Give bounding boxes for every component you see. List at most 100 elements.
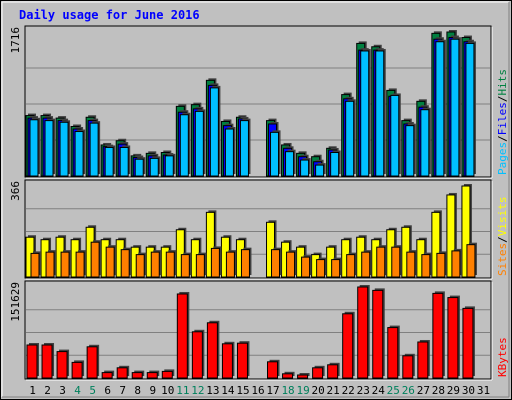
bar-sites-day-17 — [271, 249, 281, 278]
x-tick-label-day-16: 16 — [251, 384, 264, 397]
bar-sites-day-24 — [376, 246, 386, 278]
bar-pages-day-13 — [209, 87, 219, 177]
legend-files: Files — [496, 102, 509, 135]
bar-sites-day-4 — [75, 251, 85, 278]
x-tick-label-day-21: 21 — [327, 384, 340, 397]
chart-title: Daily usage for June 2016 — [19, 8, 200, 22]
x-tick-label-day-7: 7 — [119, 384, 126, 397]
x-tick-label-day-14: 14 — [221, 384, 235, 397]
bar-sites-day-5 — [90, 241, 100, 278]
panel-legend: Sites/Visits — [496, 197, 509, 277]
bar-sites-day-26 — [406, 251, 416, 278]
x-tick-label-day-3: 3 — [59, 384, 66, 397]
bar-visits-day-28 — [431, 211, 441, 278]
legend-hits: Hits — [496, 69, 509, 96]
bar-kbytes-day-25 — [387, 327, 399, 379]
bar-visits-day-30 — [461, 185, 471, 278]
bar-kbytes-day-9 — [146, 372, 158, 379]
x-tick-label-day-1: 1 — [29, 384, 36, 397]
x-tick-label-day-13: 13 — [206, 384, 219, 397]
bar-sites-day-12 — [195, 254, 205, 278]
bar-kbytes-day-19 — [297, 374, 309, 379]
x-tick-label-day-15: 15 — [236, 384, 249, 397]
bar-sites-day-19 — [301, 256, 311, 278]
x-tick-label-day-4: 4 — [74, 384, 81, 397]
bar-sites-day-21 — [331, 259, 341, 278]
bar-sites-day-9 — [150, 251, 160, 278]
legend-sites: Sites — [496, 243, 509, 276]
bar-pages-day-24 — [375, 50, 385, 177]
bar-sites-day-10 — [165, 251, 175, 278]
x-tick-label-day-26: 26 — [402, 384, 415, 397]
bar-kbytes-day-6 — [101, 372, 113, 379]
bar-kbytes-day-4 — [71, 361, 83, 379]
bar-sites-day-30 — [466, 244, 476, 278]
bar-pages-day-8 — [134, 158, 144, 177]
x-tick-label-day-20: 20 — [312, 384, 325, 397]
bar-pages-day-19 — [300, 159, 310, 177]
bar-sites-day-7 — [120, 249, 130, 278]
bar-pages-day-28 — [435, 41, 445, 177]
bar-pages-day-14 — [224, 128, 234, 177]
panel-max-label: 151629 — [9, 282, 22, 322]
bar-sites-day-18 — [286, 251, 296, 278]
legend-separator: / — [496, 135, 509, 142]
x-tick-label-day-17: 17 — [266, 384, 279, 397]
bar-sites-day-2 — [45, 251, 55, 278]
x-axis-labels: 1 2 3 4 5 6 7 8 9 10 11 12 13 14 15 16 17 18 19 20 21 22 23 24 2… — [29, 384, 490, 397]
legend-visits: Visits — [496, 197, 509, 237]
bar-kbytes-day-30 — [462, 307, 474, 379]
bar-sites-day-11 — [180, 254, 190, 278]
x-tick-label-day-31: 31 — [477, 384, 490, 397]
x-tick-label-day-22: 22 — [342, 384, 355, 397]
bar-kbytes-day-23 — [357, 286, 369, 379]
bar-kbytes-day-5 — [86, 346, 98, 379]
bar-pages-day-30 — [465, 42, 475, 177]
x-tick-label-day-5: 5 — [89, 384, 96, 397]
bar-sites-day-15 — [240, 249, 250, 278]
bar-sites-day-1 — [30, 252, 40, 278]
x-tick-label-day-25: 25 — [387, 384, 400, 397]
panel-max-label: 366 — [9, 181, 22, 201]
bar-pages-day-2 — [44, 120, 54, 177]
bar-pages-day-26 — [405, 125, 415, 177]
legend-separator: / — [496, 236, 509, 243]
bar-pages-day-7 — [119, 146, 129, 177]
bar-kbytes-day-26 — [402, 355, 414, 379]
bar-pages-day-5 — [89, 122, 99, 177]
x-tick-label-day-11: 11 — [176, 384, 189, 397]
bar-kbytes-day-14 — [221, 343, 233, 379]
bar-kbytes-day-2 — [41, 344, 53, 379]
bar-kbytes-day-12 — [191, 331, 203, 379]
bar-kbytes-day-20 — [312, 367, 324, 379]
bar-kbytes-day-21 — [327, 364, 339, 379]
bar-kbytes-day-28 — [432, 292, 444, 379]
bar-pages-day-12 — [194, 110, 204, 177]
bar-sites-day-6 — [105, 246, 115, 278]
x-tick-label-day-28: 28 — [432, 384, 445, 397]
bar-pages-day-6 — [104, 146, 114, 177]
x-tick-label-day-18: 18 — [281, 384, 294, 397]
bar-pages-day-27 — [420, 109, 430, 177]
legend-pages: Pages — [496, 142, 509, 175]
bar-pages-day-4 — [74, 131, 84, 177]
bar-sites-day-13 — [210, 247, 220, 278]
x-tick-label-day-23: 23 — [357, 384, 370, 397]
bar-pages-day-29 — [450, 38, 460, 177]
bar-sites-day-20 — [316, 259, 326, 278]
bar-sites-day-3 — [60, 251, 70, 278]
bar-kbytes-day-17 — [267, 361, 279, 379]
bar-sites-day-8 — [135, 254, 145, 278]
x-tick-label-day-2: 2 — [44, 384, 51, 397]
x-tick-label-day-12: 12 — [191, 384, 204, 397]
panel-legend: KBytes — [496, 337, 509, 377]
bar-pages-day-25 — [390, 94, 400, 177]
bar-pages-day-17 — [270, 131, 280, 177]
bar-visits-day-13 — [205, 211, 215, 278]
chart-panels: 1716Pages/Files/Hits366Sites/Visits15162… — [9, 25, 509, 381]
bar-pages-day-23 — [360, 50, 370, 177]
bar-kbytes-day-11 — [176, 293, 188, 379]
bar-kbytes-day-1 — [26, 344, 38, 379]
bar-kbytes-day-29 — [447, 297, 459, 379]
